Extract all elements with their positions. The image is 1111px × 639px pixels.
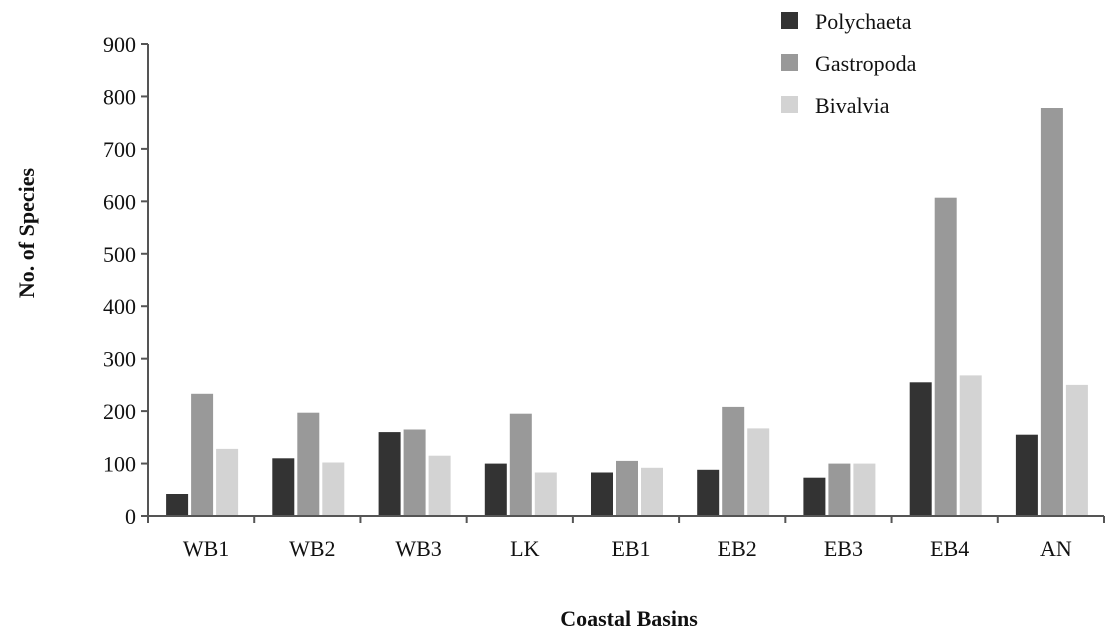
bar-polychaeta-eb3 [803,477,826,516]
bar-bivalvia-eb4 [959,375,982,516]
bar-gastropoda-eb4 [934,197,957,516]
bar-polychaeta-eb1 [591,472,613,516]
bar-polychaeta-an [1015,434,1038,516]
bar-bivalvia-eb1 [641,467,663,516]
y-axis-title: No. of Species [14,167,39,298]
x-tick-label-eb4: EB4 [930,536,969,561]
bar-gastropoda-lk [509,413,532,516]
axes-layer: 0 100 200 300 400 500 600 700 800 900 WB1 WB2 WB3 LK E… [103,32,1105,561]
bar-bivalvia-wb2 [322,462,345,516]
bar-gastropoda-wb3 [403,429,426,516]
bar-polychaeta-eb4 [909,382,932,516]
x-tick-label-eb3: EB3 [824,536,863,561]
legend-swatch-gastropoda [781,54,798,71]
x-tick-label-eb2: EB2 [718,536,757,561]
y-tick-label: 700 [103,137,136,162]
y-tick-label: 200 [103,399,136,424]
y-tick-label: 500 [103,242,136,267]
bar-bivalvia-an [1065,384,1088,516]
x-tick-label-wb2: WB2 [289,536,335,561]
bar-bivalvia-eb3 [853,463,876,516]
x-axis-title: Coastal Basins [560,606,698,631]
bar-gastropoda-eb1 [616,460,638,516]
y-tick-label: 400 [103,294,136,319]
bar-gastropoda-eb2 [722,406,745,516]
x-tick-label-lk: LK [510,536,539,561]
bar-bivalvia-wb1 [216,448,239,516]
legend-swatch-polychaeta [781,12,798,29]
bar-bivalvia-eb2 [747,428,770,516]
bar-gastropoda-wb1 [191,393,214,516]
legend-label-gastropoda: Gastropoda [815,51,917,76]
bar-gastropoda-an [1040,108,1063,516]
bar-polychaeta-wb1 [166,494,189,516]
y-tick-label: 800 [103,84,136,109]
x-tick-label-an: AN [1040,536,1072,561]
legend-label-bivalvia: Bivalvia [815,93,890,118]
x-tick-label-wb3: WB3 [395,536,441,561]
y-tick-label: 300 [103,347,136,372]
legend: Polychaeta Gastropoda Bivalvia [781,9,917,118]
legend-label-polychaeta: Polychaeta [815,9,912,34]
y-tick-label: 900 [103,32,136,57]
x-tick-label-wb1: WB1 [183,536,229,561]
y-tick-label: 600 [103,189,136,214]
bar-polychaeta-wb3 [378,432,401,516]
x-tick-label-eb1: EB1 [611,536,650,561]
y-tick-label: 0 [125,504,136,529]
legend-swatch-bivalvia [781,96,798,113]
bar-polychaeta-eb2 [697,469,720,516]
bar-bivalvia-lk [534,472,557,516]
bar-polychaeta-wb2 [272,458,295,516]
bar-polychaeta-lk [484,463,507,516]
bar-gastropoda-wb2 [297,412,320,516]
bar-bivalvia-wb3 [428,455,451,516]
bars-layer [166,108,1088,516]
bar-gastropoda-eb3 [828,463,851,516]
y-tick-label: 100 [103,452,136,477]
